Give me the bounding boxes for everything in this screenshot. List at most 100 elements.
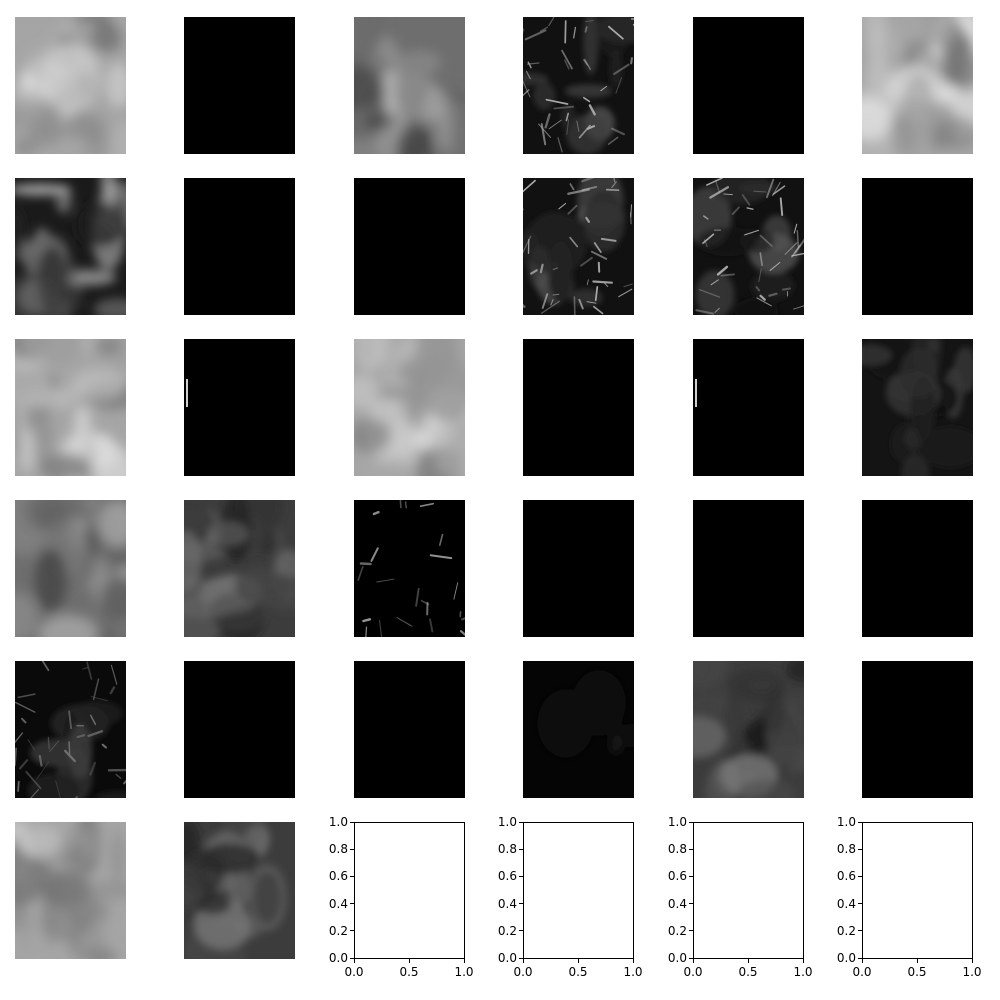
x-tick-label: 0.5 — [907, 965, 927, 979]
x-tick-label: 0.0 — [683, 965, 703, 979]
y-tick-mark — [858, 957, 862, 959]
x-tick-mark — [408, 959, 410, 963]
feature-map-tile — [862, 17, 973, 154]
x-tick-label: 0.0 — [344, 965, 364, 979]
x-tick-mark — [747, 959, 749, 963]
y-tick-label: 0.6 — [328, 869, 348, 884]
y-tick-label: 0.4 — [836, 896, 856, 911]
y-tick-mark — [350, 821, 354, 823]
y-tick-label: 0.4 — [328, 896, 348, 911]
x-tick-label: 0.5 — [738, 965, 758, 979]
x-tick-mark — [353, 959, 355, 963]
x-tick-mark — [861, 959, 863, 963]
feature-map-tile — [523, 339, 634, 476]
x-tick-label: 1.0 — [454, 965, 474, 979]
empty-axes — [862, 822, 973, 959]
y-tick-label: 0.6 — [836, 869, 856, 884]
y-tick-mark — [689, 821, 693, 823]
feature-map-tile — [523, 17, 634, 154]
y-tick-mark — [519, 903, 523, 905]
y-tick-label: 0.2 — [836, 923, 856, 938]
feature-map-tile — [693, 17, 804, 154]
x-tick-mark — [692, 959, 694, 963]
y-tick-mark — [350, 848, 354, 850]
y-tick-label: 0.2 — [328, 923, 348, 938]
feature-map-tile — [354, 500, 465, 637]
feature-map-tile — [15, 17, 126, 154]
y-tick-mark — [350, 930, 354, 932]
y-tick-label: 1.0 — [667, 815, 687, 829]
y-tick-label: 0.0 — [328, 951, 348, 965]
feature-map-tile — [354, 339, 465, 476]
x-tick-mark — [632, 959, 634, 963]
x-tick-label: 0.5 — [568, 965, 588, 979]
feature-map-tile — [354, 17, 465, 154]
feature-map-tile — [354, 178, 465, 315]
x-tick-label: 0.0 — [852, 965, 872, 979]
empty-axes — [354, 822, 465, 959]
x-tick-mark — [522, 959, 524, 963]
feature-map-tile — [523, 661, 634, 798]
x-tick-label: 1.0 — [623, 965, 643, 979]
empty-axes — [523, 822, 634, 959]
y-tick-label: 0.8 — [836, 842, 856, 857]
feature-map-tile — [15, 339, 126, 476]
feature-map-tile — [15, 661, 126, 798]
y-tick-label: 0.6 — [497, 869, 517, 884]
feature-map-tile — [523, 178, 634, 315]
y-tick-mark — [519, 821, 523, 823]
y-tick-mark — [689, 903, 693, 905]
y-tick-mark — [689, 848, 693, 850]
y-tick-mark — [858, 930, 862, 932]
feature-map-tile — [862, 178, 973, 315]
feature-map-tile — [693, 500, 804, 637]
feature-map-tile — [184, 822, 295, 959]
y-tick-label: 0.0 — [497, 951, 517, 965]
y-tick-mark — [858, 821, 862, 823]
y-tick-label: 0.6 — [667, 869, 687, 884]
y-tick-mark — [689, 875, 693, 877]
feature-map-tile — [184, 339, 295, 476]
feature-map-tile — [523, 500, 634, 637]
x-tick-mark — [916, 959, 918, 963]
feature-map-tile — [15, 822, 126, 959]
feature-map-tile — [862, 500, 973, 637]
x-tick-label: 0.5 — [399, 965, 419, 979]
y-tick-label: 0.2 — [497, 923, 517, 938]
x-tick-mark — [577, 959, 579, 963]
feature-map-tile — [862, 661, 973, 798]
feature-map-tile — [354, 661, 465, 798]
x-tick-mark — [463, 959, 465, 963]
y-tick-label: 0.4 — [497, 896, 517, 911]
x-tick-mark — [971, 959, 973, 963]
feature-map-tile — [184, 500, 295, 637]
y-tick-label: 1.0 — [497, 815, 517, 829]
x-tick-label: 1.0 — [793, 965, 813, 979]
y-tick-mark — [858, 903, 862, 905]
y-tick-label: 0.8 — [328, 842, 348, 857]
feature-map-tile — [15, 500, 126, 637]
y-tick-mark — [519, 848, 523, 850]
feature-map-tile — [184, 17, 295, 154]
feature-map-tile — [184, 178, 295, 315]
y-tick-mark — [858, 875, 862, 877]
y-tick-mark — [689, 957, 693, 959]
y-tick-label: 0.0 — [836, 951, 856, 965]
y-tick-label: 0.2 — [667, 923, 687, 938]
y-tick-label: 0.8 — [667, 842, 687, 857]
feature-map-tile — [184, 661, 295, 798]
feature-map-tile — [15, 178, 126, 315]
x-tick-label: 0.0 — [513, 965, 533, 979]
y-tick-label: 0.4 — [667, 896, 687, 911]
x-tick-mark — [802, 959, 804, 963]
feature-map-tile — [693, 178, 804, 315]
y-tick-mark — [519, 875, 523, 877]
y-tick-mark — [350, 875, 354, 877]
empty-axes — [693, 822, 804, 959]
y-tick-label: 1.0 — [836, 815, 856, 829]
y-tick-mark — [350, 903, 354, 905]
y-tick-mark — [350, 957, 354, 959]
y-tick-label: 0.0 — [667, 951, 687, 965]
y-tick-mark — [519, 957, 523, 959]
y-tick-label: 0.8 — [497, 842, 517, 857]
